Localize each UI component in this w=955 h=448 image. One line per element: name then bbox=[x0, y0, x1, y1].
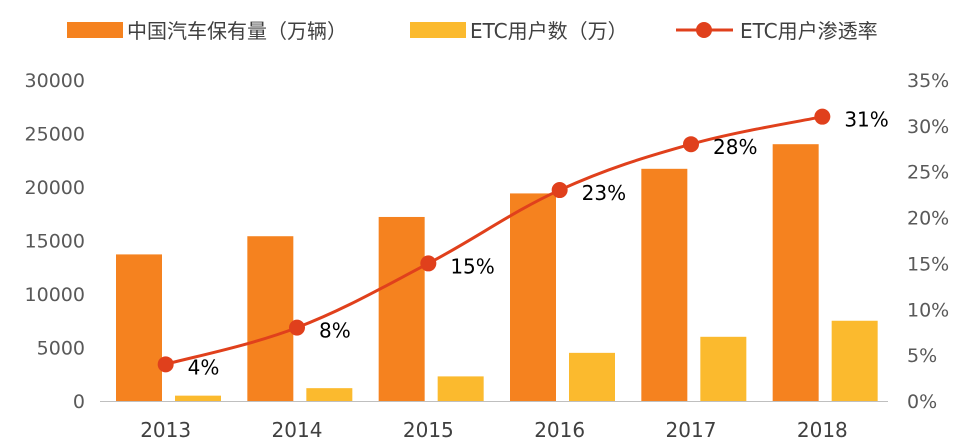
penetration-point bbox=[814, 108, 831, 125]
legend-label-etc-users: ETC用户数（万） bbox=[470, 19, 628, 43]
left-axis-tick-label: 5000 bbox=[37, 338, 85, 360]
x-axis-tick-label: 2013 bbox=[140, 418, 191, 442]
bar-etc-users bbox=[437, 376, 484, 401]
bar-etc-users bbox=[306, 388, 353, 401]
penetration-data-label: 28% bbox=[713, 135, 757, 159]
right-axis-tick-label: 15% bbox=[907, 253, 949, 275]
right-axis-tick-label: 35% bbox=[907, 70, 949, 92]
left-axis-tick-label: 20000 bbox=[25, 177, 85, 199]
right-axis-tick-label: 0% bbox=[907, 391, 937, 413]
penetration-data-label: 31% bbox=[844, 108, 888, 132]
bar-etc-users bbox=[700, 336, 747, 401]
legend-marker-penetration bbox=[696, 22, 712, 38]
legend-label-penetration: ETC用户渗透率 bbox=[740, 19, 878, 43]
bars bbox=[116, 144, 878, 401]
penetration-data-label: 15% bbox=[450, 254, 494, 278]
penetration-point bbox=[551, 182, 568, 199]
right-axis-tick-label: 30% bbox=[907, 116, 949, 138]
bar-etc-users bbox=[569, 352, 615, 401]
left-axis-tick-label: 10000 bbox=[25, 284, 85, 306]
penetration-data-label: 8% bbox=[319, 319, 351, 343]
left-axis-tick-label: 15000 bbox=[25, 231, 85, 253]
penetration-line bbox=[165, 115, 823, 366]
bar-vehicle-ownership bbox=[116, 254, 162, 401]
bar-vehicle-ownership bbox=[510, 193, 556, 401]
legend: 中国汽车保有量（万辆） ETC用户数（万） ETC用户渗透率 bbox=[67, 19, 878, 43]
bar-etc-users bbox=[175, 395, 221, 401]
penetration-point bbox=[157, 356, 174, 373]
penetration-data-label: 23% bbox=[582, 181, 626, 205]
legend-swatch-vehicle-ownership bbox=[67, 22, 123, 38]
right-axis: 0% 5% 10% 15% 20% 25% 30% 35% bbox=[907, 70, 949, 413]
right-axis-tick-label: 25% bbox=[907, 162, 949, 184]
left-axis-tick-label: 25000 bbox=[25, 124, 85, 146]
x-axis-tick-label: 2014 bbox=[272, 418, 323, 442]
bar-etc-users bbox=[831, 320, 878, 401]
left-axis-tick-label: 30000 bbox=[25, 70, 85, 92]
x-axis-tick-label: 2018 bbox=[797, 418, 848, 442]
left-axis: 0 5000 10000 15000 20000 25000 30000 bbox=[25, 70, 85, 413]
x-axis-tick-label: 2016 bbox=[534, 418, 585, 442]
x-axis-tick-label: 2017 bbox=[666, 418, 717, 442]
bar-vehicle-ownership bbox=[378, 216, 425, 401]
penetration-data-label: 4% bbox=[188, 355, 220, 379]
bar-vehicle-ownership bbox=[772, 144, 819, 401]
bar-vehicle-ownership bbox=[641, 168, 688, 401]
penetration-point bbox=[420, 255, 437, 272]
x-axis-tick-label: 2015 bbox=[403, 418, 454, 442]
data-labels: 4% 8% 15% 23% 28% 31% bbox=[188, 108, 889, 380]
bar-vehicle-ownership bbox=[247, 236, 294, 401]
legend-swatch-etc-users bbox=[410, 22, 466, 38]
penetration-line-path bbox=[165, 115, 823, 366]
left-axis-tick-label: 0 bbox=[73, 391, 85, 413]
right-axis-tick-label: 10% bbox=[907, 299, 949, 321]
penetration-point bbox=[683, 136, 699, 153]
right-axis-tick-label: 5% bbox=[907, 345, 937, 367]
right-axis-tick-label: 20% bbox=[907, 208, 949, 230]
penetration-point bbox=[289, 319, 305, 336]
penetration-points bbox=[157, 108, 831, 373]
x-axis-ticks: 2013 2014 2015 2016 2017 2018 bbox=[140, 418, 848, 442]
legend-label-vehicle-ownership: 中国汽车保有量（万辆） bbox=[127, 19, 347, 43]
